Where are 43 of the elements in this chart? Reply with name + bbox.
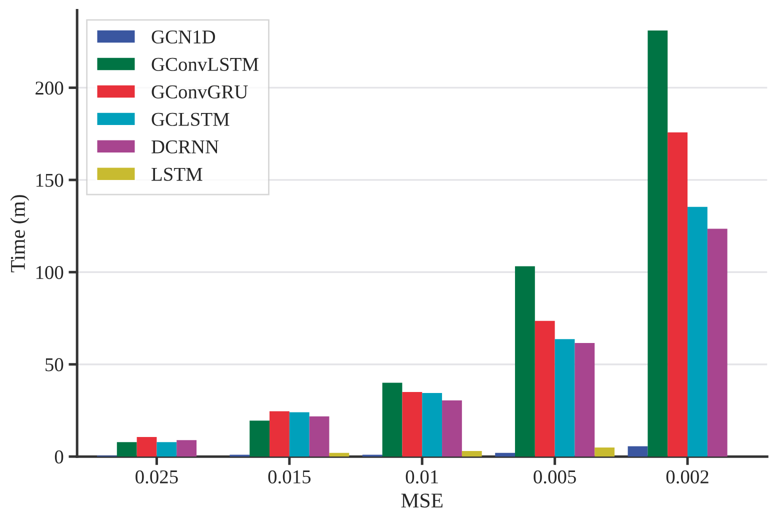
x-tick-label: 0.005 [534, 470, 576, 484]
bar [402, 392, 422, 457]
bar [156, 442, 177, 457]
bar [442, 400, 462, 457]
legend-label: GConvLSTM [152, 58, 258, 71]
bar [628, 446, 648, 457]
legend-label: LSTM [152, 168, 202, 181]
bar [329, 452, 350, 457]
bar [574, 342, 595, 457]
bar [309, 416, 330, 457]
bar [688, 206, 708, 457]
bar [136, 437, 157, 457]
bar [382, 382, 402, 457]
x-tick-label: 0.025 [136, 470, 178, 484]
bar [495, 452, 516, 457]
bar [176, 440, 197, 457]
legend-label: GConvGRU [152, 85, 248, 98]
bar [707, 228, 728, 457]
legend-label: DCRNN [152, 140, 219, 154]
y-tick-label: 150 [36, 174, 64, 187]
legend-label: GCN1D [152, 30, 216, 44]
y-tick-label: 100 [36, 266, 64, 280]
bar [554, 339, 575, 457]
x-axis-title: MSE [401, 494, 443, 508]
bar [289, 412, 310, 457]
x-tick-label: 0.002 [666, 470, 708, 484]
bar [515, 266, 535, 457]
y-tick-label: 0 [54, 450, 64, 464]
bar [462, 451, 482, 457]
bar [422, 392, 442, 457]
bar [250, 420, 270, 457]
y-tick-label: 200 [36, 82, 64, 95]
bar [270, 411, 290, 457]
x-tick-label: 0.01 [406, 470, 438, 484]
bar [594, 448, 615, 457]
bar [534, 320, 555, 457]
y-axis-title: Time (m) [10, 195, 30, 272]
bar [648, 30, 668, 457]
y-tick-label: 50 [46, 358, 64, 372]
legend-label: GCLSTM [152, 112, 230, 126]
bar [668, 132, 688, 457]
bar [116, 442, 137, 457]
x-tick-label: 0.015 [268, 470, 311, 484]
